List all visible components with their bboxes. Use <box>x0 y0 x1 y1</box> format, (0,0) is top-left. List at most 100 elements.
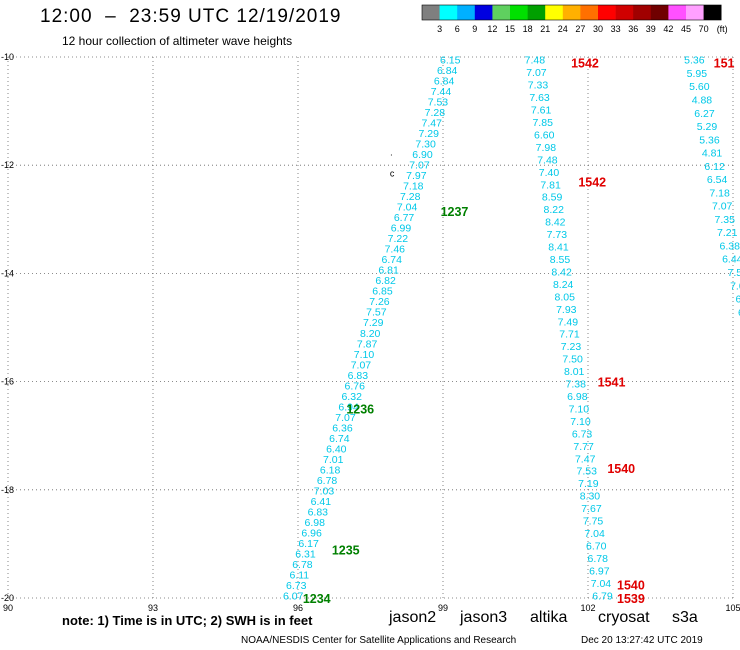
wave-height-value: 8.42 <box>545 217 566 229</box>
pass-number-label: 1542 <box>578 175 606 189</box>
wave-height-value: 6.83 <box>308 506 329 518</box>
colorbar-swatch <box>615 5 634 20</box>
wave-height-value: 7.47 <box>575 453 596 465</box>
x-tick-label: 99 <box>438 603 448 613</box>
colorbar-swatch <box>650 5 669 20</box>
wave-height-value: 7.07 <box>409 160 430 172</box>
colorbar-swatch <box>510 5 528 20</box>
wave-height-value: 7.22 <box>388 233 409 245</box>
wave-height-value: 6.90 <box>412 149 433 161</box>
pass-number-label: 1539 <box>617 592 645 606</box>
x-tick-label: 102 <box>580 603 595 613</box>
wave-height-value: 6.17 <box>298 538 319 550</box>
wave-height-value: 7.19 <box>578 478 599 490</box>
wave-height-value: 7.46 <box>385 244 406 256</box>
y-tick-label: -18 <box>1 485 14 495</box>
wave-height-value: 6.98 <box>567 391 588 403</box>
wave-height-value: 6.36 <box>332 422 353 434</box>
x-tick-label: 105 <box>725 603 740 613</box>
wave-height-value: 6.99 <box>391 223 412 235</box>
wave-height-value: 7.63 <box>529 92 550 104</box>
legend-cryosat: cryosat <box>598 609 650 626</box>
wave-height-value: 7.21 <box>717 227 738 239</box>
wave-height-value: 8.55 <box>550 254 571 266</box>
colorbar-label: 70 <box>699 24 709 34</box>
colorbar-swatch <box>422 5 440 20</box>
colorbar-label: 24 <box>558 24 568 34</box>
colorbar-label: 12 <box>487 24 497 34</box>
wave-height-value: 7.67 <box>581 503 602 515</box>
colorbar-label: 27 <box>575 24 585 34</box>
wave-height-value: 6.82 <box>375 275 396 287</box>
x-tick-label: 90 <box>3 603 13 613</box>
wave-height-value: 7.53 <box>428 97 449 109</box>
wave-height-value: 8.05 <box>555 291 576 303</box>
wave-height-value: 8.42 <box>551 266 572 278</box>
wave-height-value: 8.01 <box>564 366 585 378</box>
wave-height-value: 7.28 <box>400 191 421 203</box>
wave-height-value: 8.24 <box>553 279 574 291</box>
wave-height-value: 6.83 <box>348 370 369 382</box>
wave-height-value: 7.5 <box>728 267 740 279</box>
footer-note: note: 1) Time is in UTC; 2) SWH is in fe… <box>62 613 313 628</box>
colorbar-label: 9 <box>472 24 477 34</box>
wave-height-value: 6.73 <box>572 428 593 440</box>
wave-height-value: 6.84 <box>434 76 455 88</box>
wave-height-value: 5.29 <box>697 121 718 133</box>
wave-height-value: 7.97 <box>406 170 427 182</box>
pass-number-label: 1234 <box>303 592 331 606</box>
wave-height-value: 7.18 <box>403 181 424 193</box>
wave-height-value: 7.03 <box>314 485 335 497</box>
wave-height-value: 7.01 <box>323 454 344 466</box>
pass-number-label: 1237 <box>441 205 469 219</box>
colorbar-swatch <box>492 5 511 20</box>
wave-height-value: 7.40 <box>539 167 560 179</box>
wave-height-value: 6.12 <box>704 161 725 173</box>
colorbar-label: 45 <box>681 24 691 34</box>
credit-line: NOAA/NESDIS Center for Satellite Applica… <box>241 635 517 646</box>
colorbar-label: 36 <box>628 24 638 34</box>
chart-subtitle: 12 hour collection of altimeter wave hei… <box>62 34 293 48</box>
wave-height-value: 6.77 <box>394 212 415 224</box>
pass-number-label: 1540 <box>617 578 645 592</box>
legend-jason2: jason2 <box>389 609 437 626</box>
wave-height-value: 7.48 <box>525 55 546 67</box>
colorbar-swatch <box>562 5 581 20</box>
wave-height-value: 7.98 <box>536 142 557 154</box>
wave-height-value: 7.18 <box>709 187 730 199</box>
pass-number-label: 1236 <box>346 403 374 417</box>
wave-height-value: 7.30 <box>415 139 436 151</box>
wave-height-value: 6.07 <box>283 590 304 602</box>
wave-height-value: 8.20 <box>360 328 381 340</box>
colorbar-swatch <box>439 5 458 20</box>
wave-height-value: 4.81 <box>702 148 723 160</box>
colorbar-swatch <box>598 5 616 20</box>
legend-s3a: s3a <box>672 609 698 626</box>
wave-height-value: 6.94 <box>338 401 359 413</box>
wave-height-value: 7.87 <box>357 338 378 350</box>
wave-height-value: 6.78 <box>588 553 609 565</box>
pass-number-label: 1542 <box>571 56 599 70</box>
wave-height-value: 7.53 <box>577 466 598 478</box>
wave-height-value: 6.32 <box>341 391 362 403</box>
wave-height-value: 6.27 <box>694 108 715 120</box>
y-tick-label: -14 <box>1 268 14 278</box>
wave-height-value: 7.07 <box>526 67 547 79</box>
wave-height-value: 6.11 <box>289 569 309 581</box>
colorbar-swatch <box>703 5 722 20</box>
wave-height-value: 6.85 <box>372 286 393 298</box>
wave-height-value: 7.75 <box>583 516 604 528</box>
colorbar-unit: (ft) <box>717 24 728 34</box>
x-tick-label: 93 <box>148 603 158 613</box>
wave-height-value: 7.04 <box>397 202 418 214</box>
wave-height-value: 7.85 <box>532 117 553 129</box>
colorbar-label: 33 <box>611 24 621 34</box>
wave-height-value: 6.54 <box>707 174 728 186</box>
wave-height-value: 7.23 <box>561 341 582 353</box>
wave-height-value: 7.49 <box>558 316 579 328</box>
y-tick-label: -16 <box>1 377 14 387</box>
pass-number-label: 1540 <box>607 462 635 476</box>
small-mark: · <box>390 149 393 159</box>
wave-height-value: 7.04 <box>591 578 612 590</box>
